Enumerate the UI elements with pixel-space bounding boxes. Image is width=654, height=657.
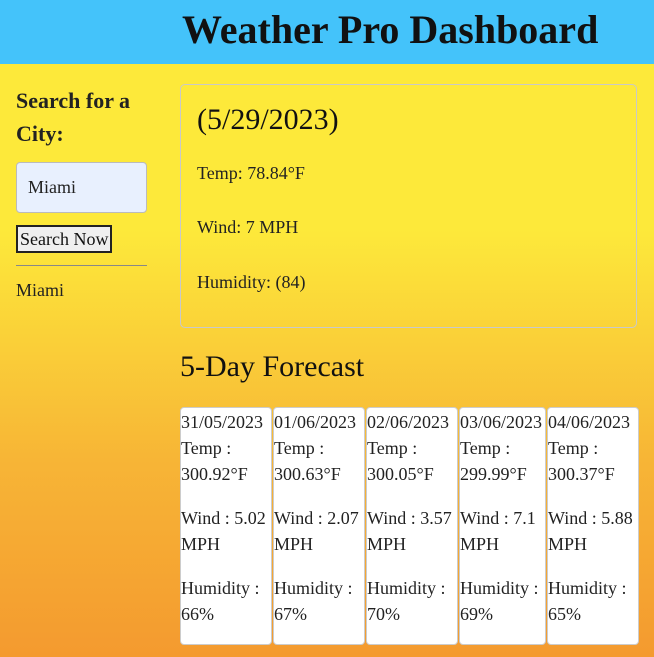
- forecast-date: 01/06/2023: [274, 412, 357, 432]
- forecast-card: 01/06/2023 Temp : 300.63°F Wind : 2.07 M…: [273, 407, 365, 645]
- forecast-wind-label: Wind : 7.1: [460, 508, 536, 528]
- forecast-humidity-label: Humidity :: [548, 578, 627, 598]
- forecast-wind-unit: MPH: [460, 534, 500, 554]
- forecast-humidity: 70%: [367, 604, 400, 624]
- app-header: Weather Pro Dashboard: [0, 0, 654, 64]
- forecast-humidity-label: Humidity :: [460, 578, 539, 598]
- forecast-temp: 300.05°F: [367, 464, 434, 484]
- forecast-humidity: 67%: [274, 604, 307, 624]
- forecast-temp-label: Temp :: [181, 438, 232, 458]
- forecast-date: 02/06/2023: [367, 412, 450, 432]
- current-date: (5/29/2023): [197, 103, 339, 136]
- forecast-humidity: 66%: [181, 604, 214, 624]
- search-heading: Search for a City:: [16, 88, 131, 146]
- forecast-wind-label: Wind : 5.88: [548, 508, 633, 528]
- forecast-wind-label: Wind : 2.07: [274, 508, 359, 528]
- forecast-temp-label: Temp :: [460, 438, 511, 458]
- forecast-wind-unit: MPH: [274, 534, 314, 554]
- forecast-temp: 299.99°F: [460, 464, 527, 484]
- forecast-wind-unit: MPH: [548, 534, 588, 554]
- search-now-button[interactable]: Search Now: [16, 225, 113, 253]
- forecast-date: 31/05/2023: [181, 412, 264, 432]
- forecast-temp-label: Temp :: [274, 438, 325, 458]
- current-wind: Wind: 7 MPH: [197, 217, 299, 237]
- forecast-humidity-label: Humidity :: [274, 578, 353, 598]
- forecast-humidity-label: Humidity :: [367, 578, 446, 598]
- forecast-temp-label: Temp :: [367, 438, 418, 458]
- forecast-wind-unit: MPH: [181, 534, 221, 554]
- sidebar: Search for a City: Search Now Miami: [16, 84, 147, 301]
- forecast-temp: 300.63°F: [274, 464, 341, 484]
- forecast-wind-label: Wind : 5.02: [181, 508, 266, 528]
- forecast-card: 03/06/2023 Temp : 299.99°F Wind : 7.1 MP…: [459, 407, 546, 645]
- current-weather-panel: (5/29/2023) Temp: 78.84°F Wind: 7 MPH Hu…: [180, 84, 637, 328]
- forecast-date: 03/06/2023: [460, 412, 543, 432]
- forecast-date: 04/06/2023: [548, 412, 631, 432]
- city-search-input[interactable]: [16, 162, 147, 213]
- forecast-humidity: 65%: [548, 604, 581, 624]
- forecast-card: 31/05/2023 Temp : 300.92°F Wind : 5.02 M…: [180, 407, 272, 645]
- forecast-temp: 300.92°F: [181, 464, 248, 484]
- sidebar-divider: [16, 265, 147, 266]
- forecast-card: 04/06/2023 Temp : 300.37°F Wind : 5.88 M…: [547, 407, 639, 645]
- forecast-wind-unit: MPH: [367, 534, 407, 554]
- forecast-temp: 300.37°F: [548, 464, 615, 484]
- forecast-card: 02/06/2023 Temp : 300.05°F Wind : 3.57 M…: [366, 407, 458, 645]
- forecast-temp-label: Temp :: [548, 438, 599, 458]
- forecast-title: 5-Day Forecast: [180, 350, 365, 383]
- history-item-miami[interactable]: Miami: [16, 280, 64, 300]
- forecast-humidity: 69%: [460, 604, 493, 624]
- current-temp: Temp: 78.84°F: [197, 163, 305, 183]
- forecast-humidity-label: Humidity :: [181, 578, 260, 598]
- current-humidity: Humidity: (84): [197, 272, 306, 292]
- forecast-wind-label: Wind : 3.57: [367, 508, 452, 528]
- app-title: Weather Pro Dashboard: [182, 7, 599, 52]
